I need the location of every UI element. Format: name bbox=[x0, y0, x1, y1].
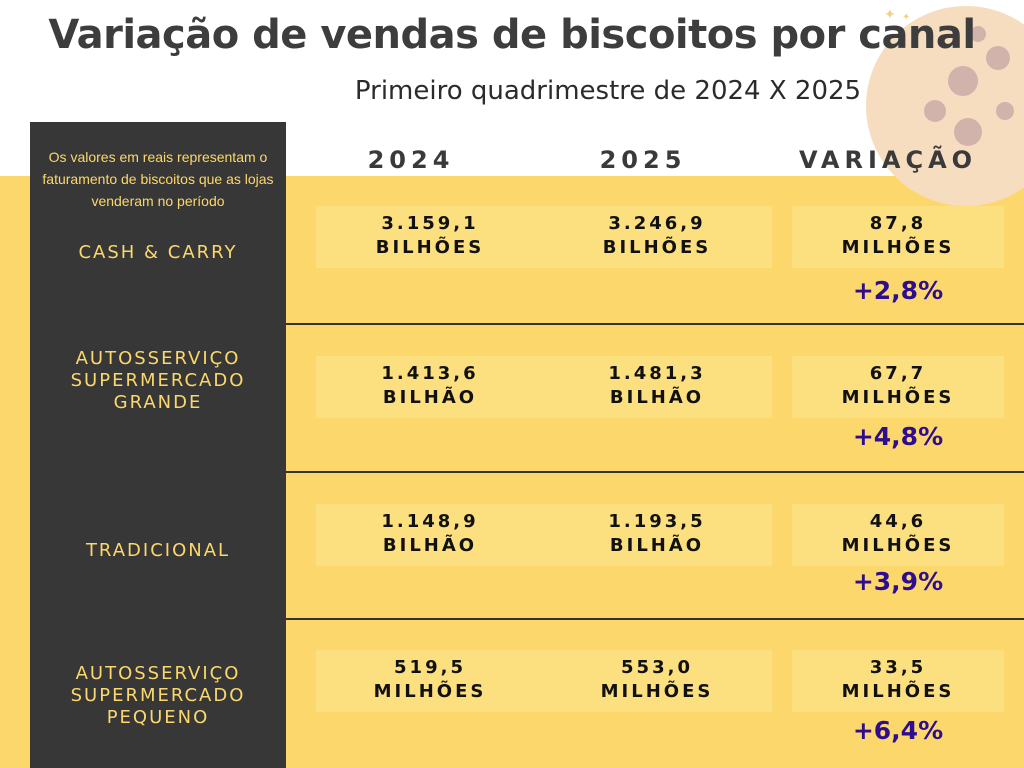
row-label-r3: AUTOSSERVIÇO SUPERMERCADO PEQUENO bbox=[30, 663, 286, 729]
column-header-variation: VARIAÇÃO bbox=[798, 146, 978, 174]
value-cell-bg bbox=[316, 650, 546, 712]
value-cell-bg bbox=[316, 356, 546, 418]
year-value: 553,0 MILHÕES bbox=[542, 656, 772, 704]
value-line: PEQUENO bbox=[106, 707, 210, 728]
year-value: 3.246,9 BILHÕES bbox=[542, 212, 772, 260]
value-line: 1.413,6 bbox=[381, 363, 479, 384]
value-line: 1.481,3 bbox=[608, 363, 706, 384]
value-line: SUPERMERCADO bbox=[70, 370, 246, 391]
column-header-2025: 2025 bbox=[599, 146, 687, 174]
year-value: 1.413,6 BILHÃO bbox=[315, 362, 545, 410]
value-line: BILHÕES bbox=[602, 237, 712, 258]
variation-value: 67,7 MILHÕES bbox=[783, 362, 1013, 410]
value-line: 67,7 bbox=[869, 363, 927, 384]
value-line: BILHÕES bbox=[375, 237, 485, 258]
value-line: TRADICIONAL bbox=[85, 540, 231, 561]
value-cell-bg bbox=[792, 206, 1004, 268]
value-cell-bg bbox=[792, 650, 1004, 712]
value-line: 3.246,9 bbox=[608, 213, 706, 234]
row-separator bbox=[286, 618, 1024, 620]
value-line: BILHÃO bbox=[382, 387, 478, 408]
value-line: MILHÕES bbox=[841, 387, 955, 408]
value-cell-bg bbox=[542, 206, 772, 268]
value-line: MILHÕES bbox=[600, 681, 714, 702]
value-line: MILHÕES bbox=[841, 681, 955, 702]
value-line: CASH & CARRY bbox=[78, 242, 238, 263]
variation-value: 33,5 MILHÕES bbox=[783, 656, 1013, 704]
sparkle-icon: ✦ bbox=[902, 12, 911, 23]
value-line: AUTOSSERVIÇO bbox=[75, 663, 241, 684]
row-label-r2: TRADICIONAL bbox=[30, 540, 286, 562]
value-line: 553,0 bbox=[621, 657, 693, 678]
column-header-2024: 2024 bbox=[367, 146, 455, 174]
value-cell-bg bbox=[542, 356, 772, 418]
row-label-r1: AUTOSSERVIÇO SUPERMERCADO GRANDE bbox=[30, 348, 286, 414]
page-subtitle: Primeiro quadrimestre de 2024 X 2025 bbox=[354, 76, 862, 106]
channel-column bbox=[30, 122, 286, 768]
variation-percent: +3,9% bbox=[852, 567, 944, 596]
value-line: 44,6 bbox=[869, 511, 927, 532]
value-cell-bg bbox=[542, 504, 772, 566]
value-line: 1.148,9 bbox=[381, 511, 479, 532]
row-label-r0: CASH & CARRY bbox=[30, 242, 286, 264]
year-value: 1.193,5 BILHÃO bbox=[542, 510, 772, 558]
values-note: Os valores em reais representam o fatura… bbox=[42, 149, 274, 209]
value-cell-bg bbox=[542, 650, 772, 712]
variation-value: 44,6 MILHÕES bbox=[783, 510, 1013, 558]
year-value: 519,5 MILHÕES bbox=[315, 656, 545, 704]
sparkle-icon: ✦ bbox=[884, 6, 896, 22]
value-line: GRANDE bbox=[113, 392, 203, 413]
cookie-icon bbox=[866, 6, 1024, 206]
variation-value: 87,8 MILHÕES bbox=[783, 212, 1013, 260]
value-line: BILHÃO bbox=[609, 535, 705, 556]
value-cell-bg bbox=[792, 504, 1004, 566]
value-cell-bg bbox=[316, 206, 546, 268]
value-line: 87,8 bbox=[869, 213, 927, 234]
value-line: MILHÕES bbox=[373, 681, 487, 702]
value-line: BILHÃO bbox=[382, 535, 478, 556]
year-value: 1.481,3 BILHÃO bbox=[542, 362, 772, 410]
value-cell-bg bbox=[316, 504, 546, 566]
page-title: Variação de vendas de biscoitos por cana… bbox=[48, 12, 976, 58]
value-line: BILHÃO bbox=[609, 387, 705, 408]
value-line: 1.193,5 bbox=[608, 511, 706, 532]
variation-percent: +6,4% bbox=[852, 716, 944, 745]
variation-percent: +2,8% bbox=[852, 276, 944, 305]
row-separator bbox=[286, 323, 1024, 325]
value-cell-bg bbox=[792, 356, 1004, 418]
value-line: SUPERMERCADO bbox=[70, 685, 246, 706]
year-value: 3.159,1 BILHÕES bbox=[315, 212, 545, 260]
value-line: 519,5 bbox=[394, 657, 466, 678]
variation-percent: +4,8% bbox=[852, 422, 944, 451]
year-value: 1.148,9 BILHÃO bbox=[315, 510, 545, 558]
value-line: 33,5 bbox=[869, 657, 927, 678]
value-line: AUTOSSERVIÇO bbox=[75, 348, 241, 369]
value-line: MILHÕES bbox=[841, 535, 955, 556]
row-separator bbox=[286, 471, 1024, 473]
value-line: 3.159,1 bbox=[381, 213, 479, 234]
value-line: MILHÕES bbox=[841, 237, 955, 258]
